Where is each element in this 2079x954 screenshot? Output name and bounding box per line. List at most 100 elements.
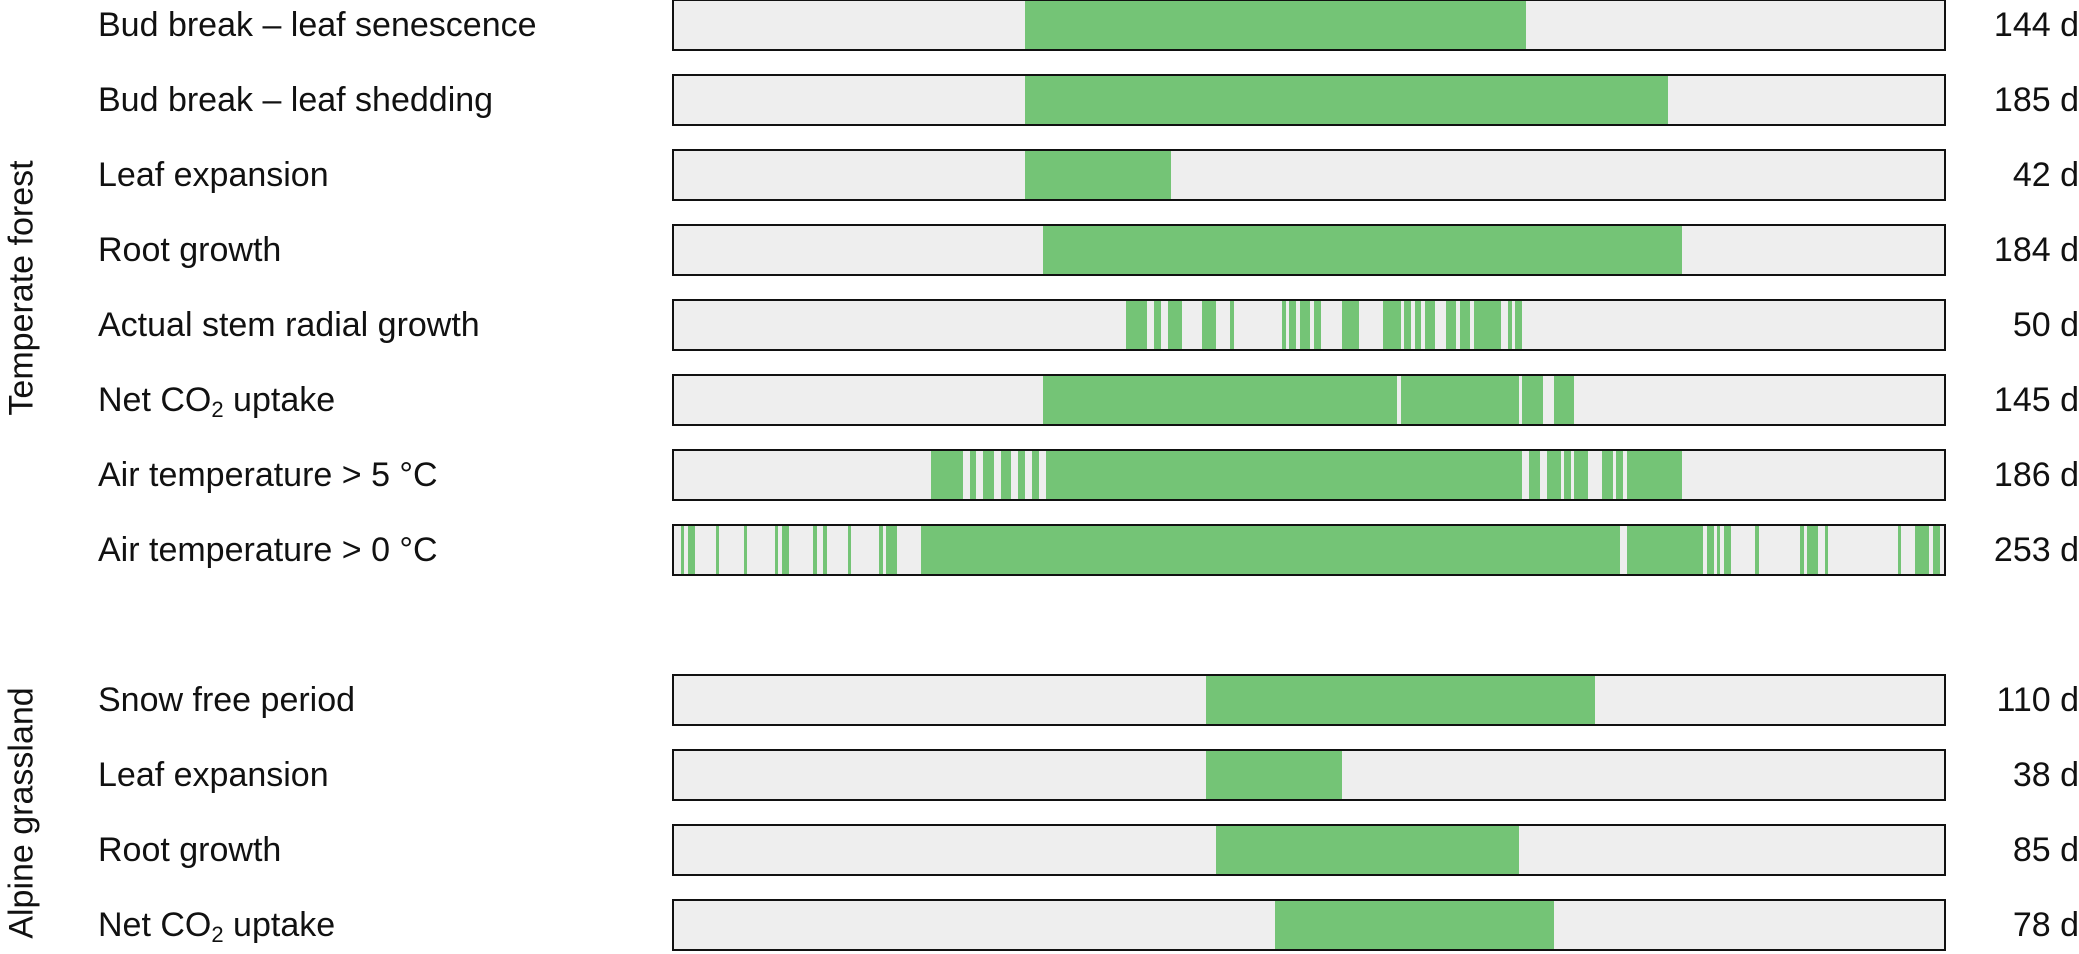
row-label-subscript: 2 bbox=[211, 397, 224, 422]
active-period-segment bbox=[1529, 451, 1540, 499]
active-period-segment bbox=[1473, 301, 1502, 349]
active-period-segment bbox=[1404, 301, 1412, 349]
row-label: Root growth bbox=[98, 231, 282, 269]
active-period-segment bbox=[1515, 301, 1523, 349]
row-label: Leaf expansion bbox=[98, 156, 329, 194]
active-period-segment bbox=[1824, 526, 1829, 574]
active-period-segment bbox=[1042, 376, 1398, 424]
active-period-segment bbox=[1626, 451, 1683, 499]
active-period-segment bbox=[1897, 526, 1902, 574]
active-period-segment bbox=[687, 526, 695, 574]
active-period-segment bbox=[969, 451, 977, 499]
row-label: Actual stem radial growth bbox=[98, 306, 480, 344]
active-period-segment bbox=[879, 526, 883, 574]
row-label: Air temperature > 0 °C bbox=[98, 531, 438, 569]
duration-label: 50 d bbox=[2012, 306, 2079, 344]
row-label-main: Net CO bbox=[98, 906, 212, 944]
active-period-segment bbox=[1018, 451, 1026, 499]
active-period-segment bbox=[1522, 376, 1544, 424]
row-label: Bud break – leaf senescence bbox=[98, 6, 537, 44]
duration-label: 145 d bbox=[1993, 381, 2079, 419]
active-period-segment bbox=[1000, 451, 1012, 499]
active-period-segment bbox=[1717, 526, 1721, 574]
active-period-segment bbox=[1706, 526, 1714, 574]
timeline-track bbox=[672, 524, 1946, 576]
row-label: Net CO2 uptake bbox=[98, 381, 336, 422]
timeline-track bbox=[672, 149, 1946, 201]
active-period-segment bbox=[1046, 451, 1523, 499]
active-period-segment bbox=[931, 451, 963, 499]
active-period-segment bbox=[823, 526, 827, 574]
active-period-segment bbox=[1459, 301, 1471, 349]
duration-label: 186 d bbox=[1993, 456, 2079, 494]
timeline-track bbox=[672, 374, 1946, 426]
duration-label: 78 d bbox=[2012, 906, 2079, 944]
row-label: Snow free period bbox=[98, 681, 356, 719]
active-period-segment bbox=[1755, 526, 1759, 574]
active-period-segment bbox=[1723, 526, 1731, 574]
active-period-segment bbox=[920, 526, 1620, 574]
active-period-segment bbox=[1800, 526, 1804, 574]
row-label: Root growth bbox=[98, 831, 282, 869]
active-period-segment bbox=[1932, 526, 1940, 574]
active-period-segment bbox=[813, 526, 817, 574]
duration-label: 185 d bbox=[1993, 81, 2079, 119]
duration-label: 42 d bbox=[2012, 156, 2079, 194]
active-period-segment bbox=[774, 526, 779, 574]
timeline-track bbox=[672, 74, 1946, 126]
active-period-segment bbox=[1564, 451, 1571, 499]
duration-label: 85 d bbox=[2012, 831, 2079, 869]
active-period-segment bbox=[1275, 901, 1554, 949]
active-period-segment bbox=[1042, 226, 1683, 274]
active-period-segment bbox=[1025, 76, 1669, 124]
timeline-track bbox=[672, 0, 1946, 51]
active-period-segment bbox=[1125, 301, 1147, 349]
row-label-subscript: 2 bbox=[211, 922, 224, 947]
active-period-segment bbox=[1616, 451, 1624, 499]
row-label-tail: uptake bbox=[223, 381, 336, 419]
active-period-segment bbox=[680, 526, 685, 574]
timeline-track bbox=[672, 449, 1946, 501]
active-period-segment bbox=[1282, 301, 1286, 349]
active-period-segment bbox=[1424, 301, 1436, 349]
active-period-segment bbox=[1032, 451, 1040, 499]
group-label: Temperate forest bbox=[2, 159, 41, 416]
duration-label: 38 d bbox=[2012, 756, 2079, 794]
row-label-tail: uptake bbox=[223, 906, 336, 944]
active-period-segment bbox=[1289, 301, 1297, 349]
row-label: Leaf expansion bbox=[98, 756, 329, 794]
active-period-segment bbox=[1025, 151, 1172, 199]
active-period-segment bbox=[1414, 301, 1422, 349]
duration-label: 110 d bbox=[1996, 681, 2079, 719]
active-period-segment bbox=[1553, 376, 1575, 424]
active-period-segment bbox=[1602, 451, 1613, 499]
active-period-segment bbox=[1313, 301, 1321, 349]
active-period-segment bbox=[1400, 376, 1519, 424]
duration-label: 253 d bbox=[1993, 531, 2079, 569]
active-period-segment bbox=[1807, 526, 1818, 574]
active-period-segment bbox=[983, 451, 994, 499]
timeline-track bbox=[672, 224, 1946, 276]
row-label: Bud break – leaf shedding bbox=[98, 81, 494, 119]
row-label-main: Net CO bbox=[98, 381, 212, 419]
active-period-segment bbox=[847, 526, 852, 574]
duration-label: 144 d bbox=[1993, 6, 2079, 44]
active-period-segment bbox=[1205, 751, 1342, 799]
row-label: Air temperature > 5 °C bbox=[98, 456, 438, 494]
timeline-track bbox=[672, 824, 1946, 876]
row-label: Net CO2 uptake bbox=[98, 906, 336, 947]
active-period-segment bbox=[1202, 301, 1217, 349]
active-period-segment bbox=[1216, 826, 1519, 874]
timeline-track bbox=[672, 299, 1946, 351]
active-period-segment bbox=[886, 526, 897, 574]
active-period-segment bbox=[1445, 301, 1457, 349]
active-period-segment bbox=[1341, 301, 1359, 349]
active-period-segment bbox=[1508, 301, 1512, 349]
timeline-track bbox=[672, 899, 1946, 951]
active-period-segment bbox=[1915, 526, 1930, 574]
group-label: Alpine grassland bbox=[2, 686, 41, 939]
active-period-segment bbox=[1153, 301, 1161, 349]
active-period-segment bbox=[1546, 451, 1561, 499]
active-period-segment bbox=[781, 526, 789, 574]
